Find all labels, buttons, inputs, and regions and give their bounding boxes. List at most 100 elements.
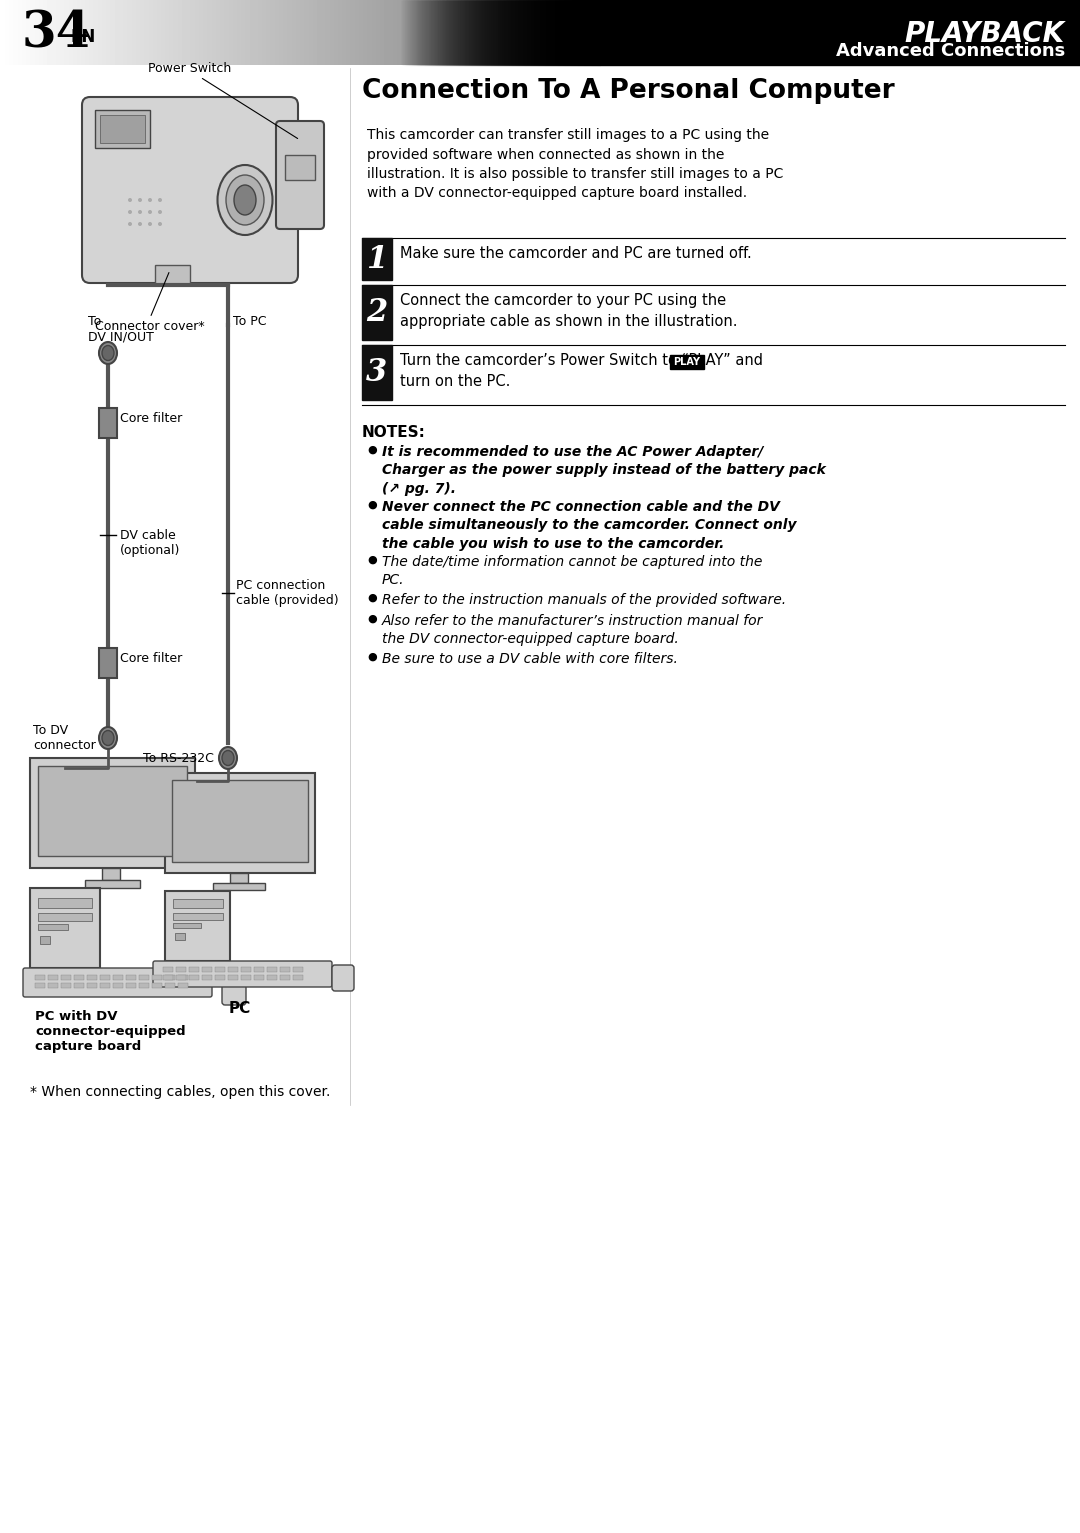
Text: To
DV IN/OUT: To DV IN/OUT: [87, 314, 153, 343]
Ellipse shape: [234, 185, 256, 215]
Bar: [99, 408, 117, 438]
Bar: [165, 975, 175, 980]
Text: Connector cover*: Connector cover*: [95, 320, 205, 333]
Bar: [189, 967, 199, 972]
Text: Turn the camcorder’s Power Switch to “PLAY” and
turn on the PC.: Turn the camcorder’s Power Switch to “PL…: [400, 353, 762, 389]
Bar: [230, 872, 248, 883]
Bar: [99, 648, 117, 678]
Text: Power Switch: Power Switch: [148, 61, 231, 75]
Text: To DV
connector: To DV connector: [33, 724, 96, 753]
Bar: [173, 923, 201, 927]
Text: 2: 2: [366, 297, 388, 328]
Bar: [30, 757, 195, 868]
Bar: [293, 975, 303, 980]
Bar: [60, 975, 71, 980]
Bar: [241, 967, 251, 972]
Circle shape: [148, 210, 152, 215]
FancyBboxPatch shape: [153, 961, 332, 987]
Bar: [126, 983, 136, 987]
Ellipse shape: [99, 727, 117, 750]
Text: PC with DV
connector-equipped
capture board: PC with DV connector-equipped capture bo…: [35, 1010, 186, 1053]
Bar: [267, 975, 276, 980]
Bar: [163, 967, 173, 972]
Ellipse shape: [217, 166, 272, 235]
Bar: [241, 975, 251, 980]
FancyBboxPatch shape: [276, 121, 324, 228]
Bar: [600, 0, 1080, 64]
Bar: [102, 868, 120, 880]
Bar: [172, 780, 308, 862]
Bar: [176, 975, 186, 980]
Bar: [202, 967, 212, 972]
Bar: [100, 115, 145, 143]
Text: 3: 3: [366, 357, 388, 388]
Text: The date/time information cannot be captured into the
PC.: The date/time information cannot be capt…: [382, 555, 762, 587]
Bar: [267, 967, 276, 972]
Text: Connect the camcorder to your PC using the
appropriate cable as shown in the ill: Connect the camcorder to your PC using t…: [400, 293, 738, 330]
Bar: [176, 967, 186, 972]
Bar: [165, 983, 175, 987]
Bar: [48, 975, 58, 980]
Bar: [126, 975, 136, 980]
Bar: [175, 934, 185, 940]
Circle shape: [138, 210, 141, 215]
Circle shape: [148, 222, 152, 225]
Bar: [254, 967, 264, 972]
FancyBboxPatch shape: [222, 977, 246, 1006]
Text: Connection To A Personal Computer: Connection To A Personal Computer: [362, 78, 894, 104]
Text: It is recommended to use the AC Power Adapter/
Charger as the power supply inste: It is recommended to use the AC Power Ad…: [382, 445, 826, 495]
Text: Advanced Connections: Advanced Connections: [836, 41, 1065, 60]
Bar: [75, 975, 84, 980]
Text: PLAYBACK: PLAYBACK: [905, 20, 1065, 48]
Bar: [152, 983, 162, 987]
Bar: [38, 766, 187, 855]
Ellipse shape: [102, 345, 114, 360]
Bar: [163, 975, 173, 980]
Bar: [280, 975, 291, 980]
Ellipse shape: [99, 342, 117, 363]
Bar: [285, 155, 315, 179]
Text: PC: PC: [229, 1001, 252, 1016]
Circle shape: [138, 198, 141, 202]
Circle shape: [158, 198, 162, 202]
Bar: [95, 110, 150, 149]
Bar: [75, 983, 84, 987]
Text: ●: ●: [367, 652, 377, 662]
Bar: [85, 880, 140, 888]
Ellipse shape: [222, 751, 234, 765]
Bar: [60, 983, 71, 987]
Bar: [228, 975, 238, 980]
Bar: [178, 975, 188, 980]
Bar: [280, 967, 291, 972]
Bar: [156, 265, 190, 285]
Circle shape: [129, 198, 132, 202]
Text: ●: ●: [367, 593, 377, 602]
Bar: [202, 975, 212, 980]
Bar: [38, 914, 92, 921]
Text: Core filter: Core filter: [120, 652, 183, 664]
Text: PC connection
cable (provided): PC connection cable (provided): [237, 579, 339, 607]
Bar: [87, 975, 97, 980]
Text: This camcorder can transfer still images to a PC using the
provided software whe: This camcorder can transfer still images…: [367, 127, 783, 201]
Text: NOTES:: NOTES:: [362, 425, 426, 440]
Bar: [362, 345, 392, 400]
Text: Never connect the PC connection cable and the DV
cable simultaneously to the cam: Never connect the PC connection cable an…: [382, 500, 797, 550]
Circle shape: [148, 198, 152, 202]
Text: ●: ●: [367, 445, 377, 455]
Text: Core filter: Core filter: [120, 411, 183, 425]
Bar: [670, 356, 704, 369]
Bar: [100, 983, 110, 987]
Bar: [178, 983, 188, 987]
Bar: [30, 888, 100, 967]
Bar: [35, 983, 45, 987]
Bar: [173, 898, 222, 908]
Bar: [228, 967, 238, 972]
Bar: [35, 975, 45, 980]
Ellipse shape: [226, 175, 264, 225]
Text: PLAY: PLAY: [674, 357, 701, 366]
Bar: [113, 983, 123, 987]
Circle shape: [158, 222, 162, 225]
Text: To PC: To PC: [233, 314, 267, 328]
Bar: [254, 975, 264, 980]
Bar: [189, 975, 199, 980]
